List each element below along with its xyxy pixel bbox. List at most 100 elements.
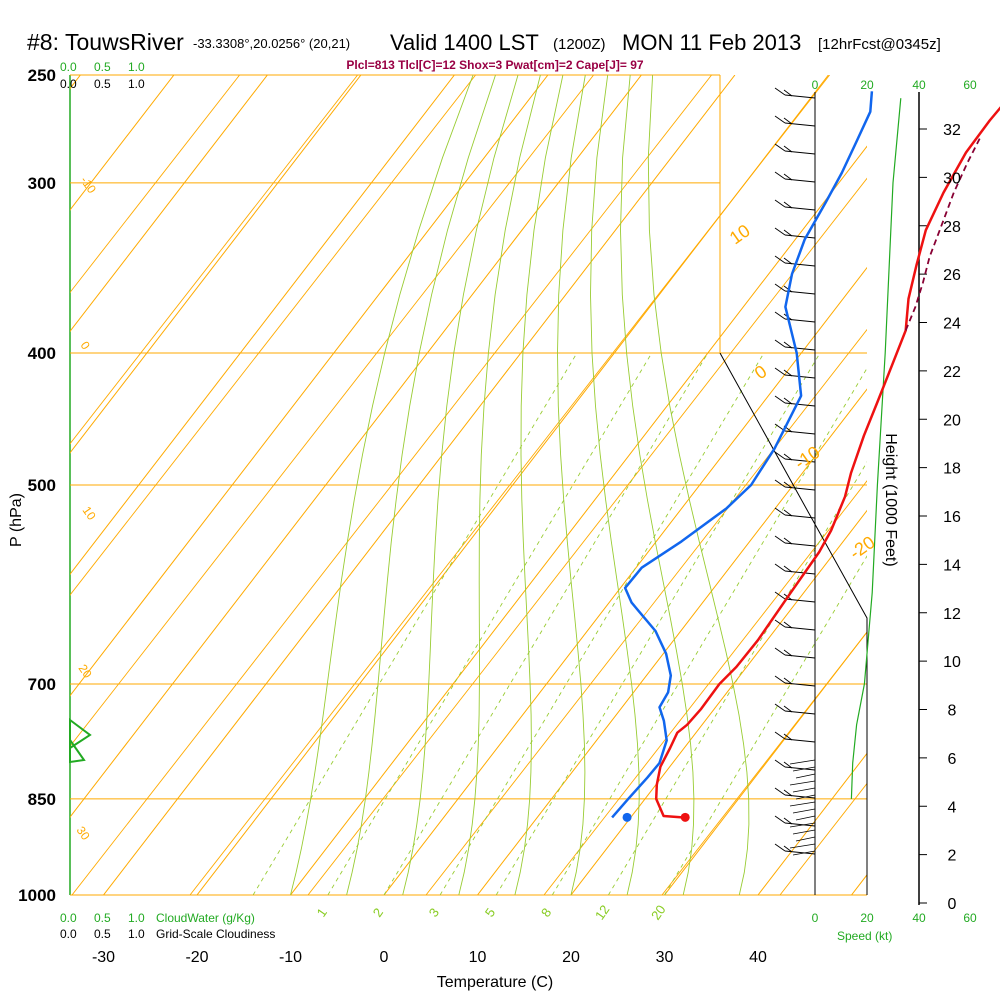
- wind-barb-flag: [783, 789, 793, 797]
- wind-barb-shaft: [784, 402, 816, 407]
- wind-barb-shaft: [784, 150, 816, 155]
- wind-barb-flag: [783, 761, 793, 769]
- moist-adiabat-line: [290, 75, 474, 895]
- wind-barb-flag: [774, 115, 786, 124]
- speed-tick-bottom: 60: [963, 911, 977, 925]
- wind-barb-flag: [783, 733, 793, 741]
- temp-tick-label: 20: [562, 949, 580, 966]
- dry-adiabat-label: 30: [74, 824, 93, 843]
- mixing-ratio-label: 3: [426, 905, 442, 920]
- wind-barb-flag: [774, 759, 786, 768]
- parcel-line: [904, 137, 981, 331]
- pressure-tick-label: 700: [28, 675, 56, 694]
- moist-adiabat-line: [557, 75, 586, 895]
- cloudwater-triangle: [69, 718, 92, 750]
- wind-barb: [792, 766, 816, 772]
- wind-barb-flag: [774, 591, 786, 600]
- wind-barb: [774, 143, 816, 155]
- wind-barb-shaft: [784, 94, 816, 99]
- wind-barb: [774, 255, 816, 267]
- wind-barb-flag: [774, 479, 786, 488]
- height-tick-label: 16: [943, 509, 961, 526]
- wind-barb-flag: [774, 647, 786, 656]
- height-tick-label: 20: [943, 412, 961, 429]
- wind-barb-shaft: [784, 654, 816, 659]
- wind-barb-shaft: [784, 822, 816, 827]
- wind-barb-flag: [774, 843, 786, 852]
- pressure-tick-label: 300: [28, 174, 56, 193]
- wind-barb-shaft: [784, 486, 816, 491]
- wind-barb-flag: [774, 395, 786, 404]
- wind-barb-shaft: [784, 794, 816, 799]
- wind-barb: [789, 801, 816, 807]
- wind-barb-shaft: [784, 290, 816, 295]
- wind-barb: [795, 815, 816, 821]
- temp-tick-label: -30: [92, 949, 115, 966]
- cloudwater-tick-top: 0.5: [94, 60, 111, 74]
- isotherm-line: [383, 266, 867, 895]
- wind-barb-shaft: [784, 178, 816, 183]
- speed-tick-bottom: 20: [860, 911, 874, 925]
- wind-barb-shaft: [784, 234, 816, 239]
- dewpoint-line: [611, 91, 874, 819]
- wind-barb: [774, 87, 816, 99]
- wind-barb-flag: [783, 453, 793, 461]
- pressure-tick-label: 1000: [18, 886, 56, 905]
- dry-adiabat-line: [70, 75, 476, 596]
- cloudwater-tick-bottom: 0.5: [94, 911, 111, 925]
- cloudwater-label: CloudWater (g/Kg): [156, 911, 255, 925]
- indices-line: Plcl=813 Tlcl[C]=12 Shox=3 Pwat[cm]=2 Ca…: [346, 58, 643, 72]
- x-axis-label: Temperature (C): [437, 974, 553, 991]
- wind-barb: [792, 850, 816, 856]
- wind-barb: [792, 787, 816, 793]
- height-tick-label: 24: [943, 316, 961, 333]
- wind-barb-shaft: [784, 122, 816, 127]
- wind-barb: [774, 843, 816, 855]
- cloudwater-triangle: [69, 736, 86, 764]
- wind-barb-flag: [774, 731, 786, 740]
- wind-barb-shaft: [784, 738, 816, 743]
- wind-barb: [774, 675, 816, 687]
- mixing-ratio-line: [439, 352, 765, 895]
- cloudwater-tick-top: 1.0: [128, 60, 145, 74]
- mixing-ratio-label: 2: [370, 905, 386, 920]
- wind-barb-flag: [783, 229, 793, 237]
- moist-adiabat-line: [590, 75, 640, 895]
- wind-barb: [774, 619, 816, 631]
- wind-barb-shaft: [784, 850, 816, 855]
- wind-barb-flag: [783, 817, 793, 825]
- temperature-line: [654, 106, 1000, 819]
- wind-barb: [774, 227, 816, 239]
- height-tick-label: 6: [948, 751, 957, 768]
- zulu-time: (1200Z): [553, 36, 606, 53]
- wind-barb-flag: [783, 397, 793, 405]
- moist-adiabat-line: [346, 75, 496, 895]
- surface-temperature-dot: [680, 812, 690, 822]
- wind-barb-shaft: [784, 766, 816, 771]
- dry-adiabat-line: [425, 328, 867, 895]
- wind-barb: [789, 843, 816, 849]
- isotherm-line: [757, 752, 867, 895]
- height-axis-label: Height (1000 Feet): [882, 433, 899, 566]
- wind-barb-shaft: [784, 542, 816, 547]
- speed-axis-label: Speed (kt): [837, 929, 892, 943]
- wind-barb-flag: [774, 507, 786, 516]
- temp-tick-label: 10: [469, 949, 487, 966]
- moist-adiabat-line: [620, 75, 695, 895]
- mixing-ratio-line: [383, 352, 709, 895]
- y-axis-label: P (hPa): [8, 493, 25, 547]
- temp-tick-label: 30: [656, 949, 674, 966]
- wind-barb-flag: [774, 563, 786, 572]
- wind-barb-flag: [783, 845, 793, 853]
- wind-barb-flag: [774, 535, 786, 544]
- cloudiness-tick-top: 0.5: [94, 77, 111, 91]
- dry-adiabat-line: [898, 75, 1000, 895]
- cloudwater-tick-bottom: 0.0: [60, 911, 77, 925]
- wind-barb-flag: [783, 341, 793, 349]
- wind-barb: [774, 535, 816, 547]
- mixing-ratio-line: [252, 352, 578, 895]
- wind-barb-flag: [783, 649, 793, 657]
- mixing-ratio-line: [551, 367, 867, 895]
- cloudiness-tick-top: 0.0: [60, 77, 77, 91]
- station-coords: -33.3308°,20.0256° (20,21): [193, 36, 350, 51]
